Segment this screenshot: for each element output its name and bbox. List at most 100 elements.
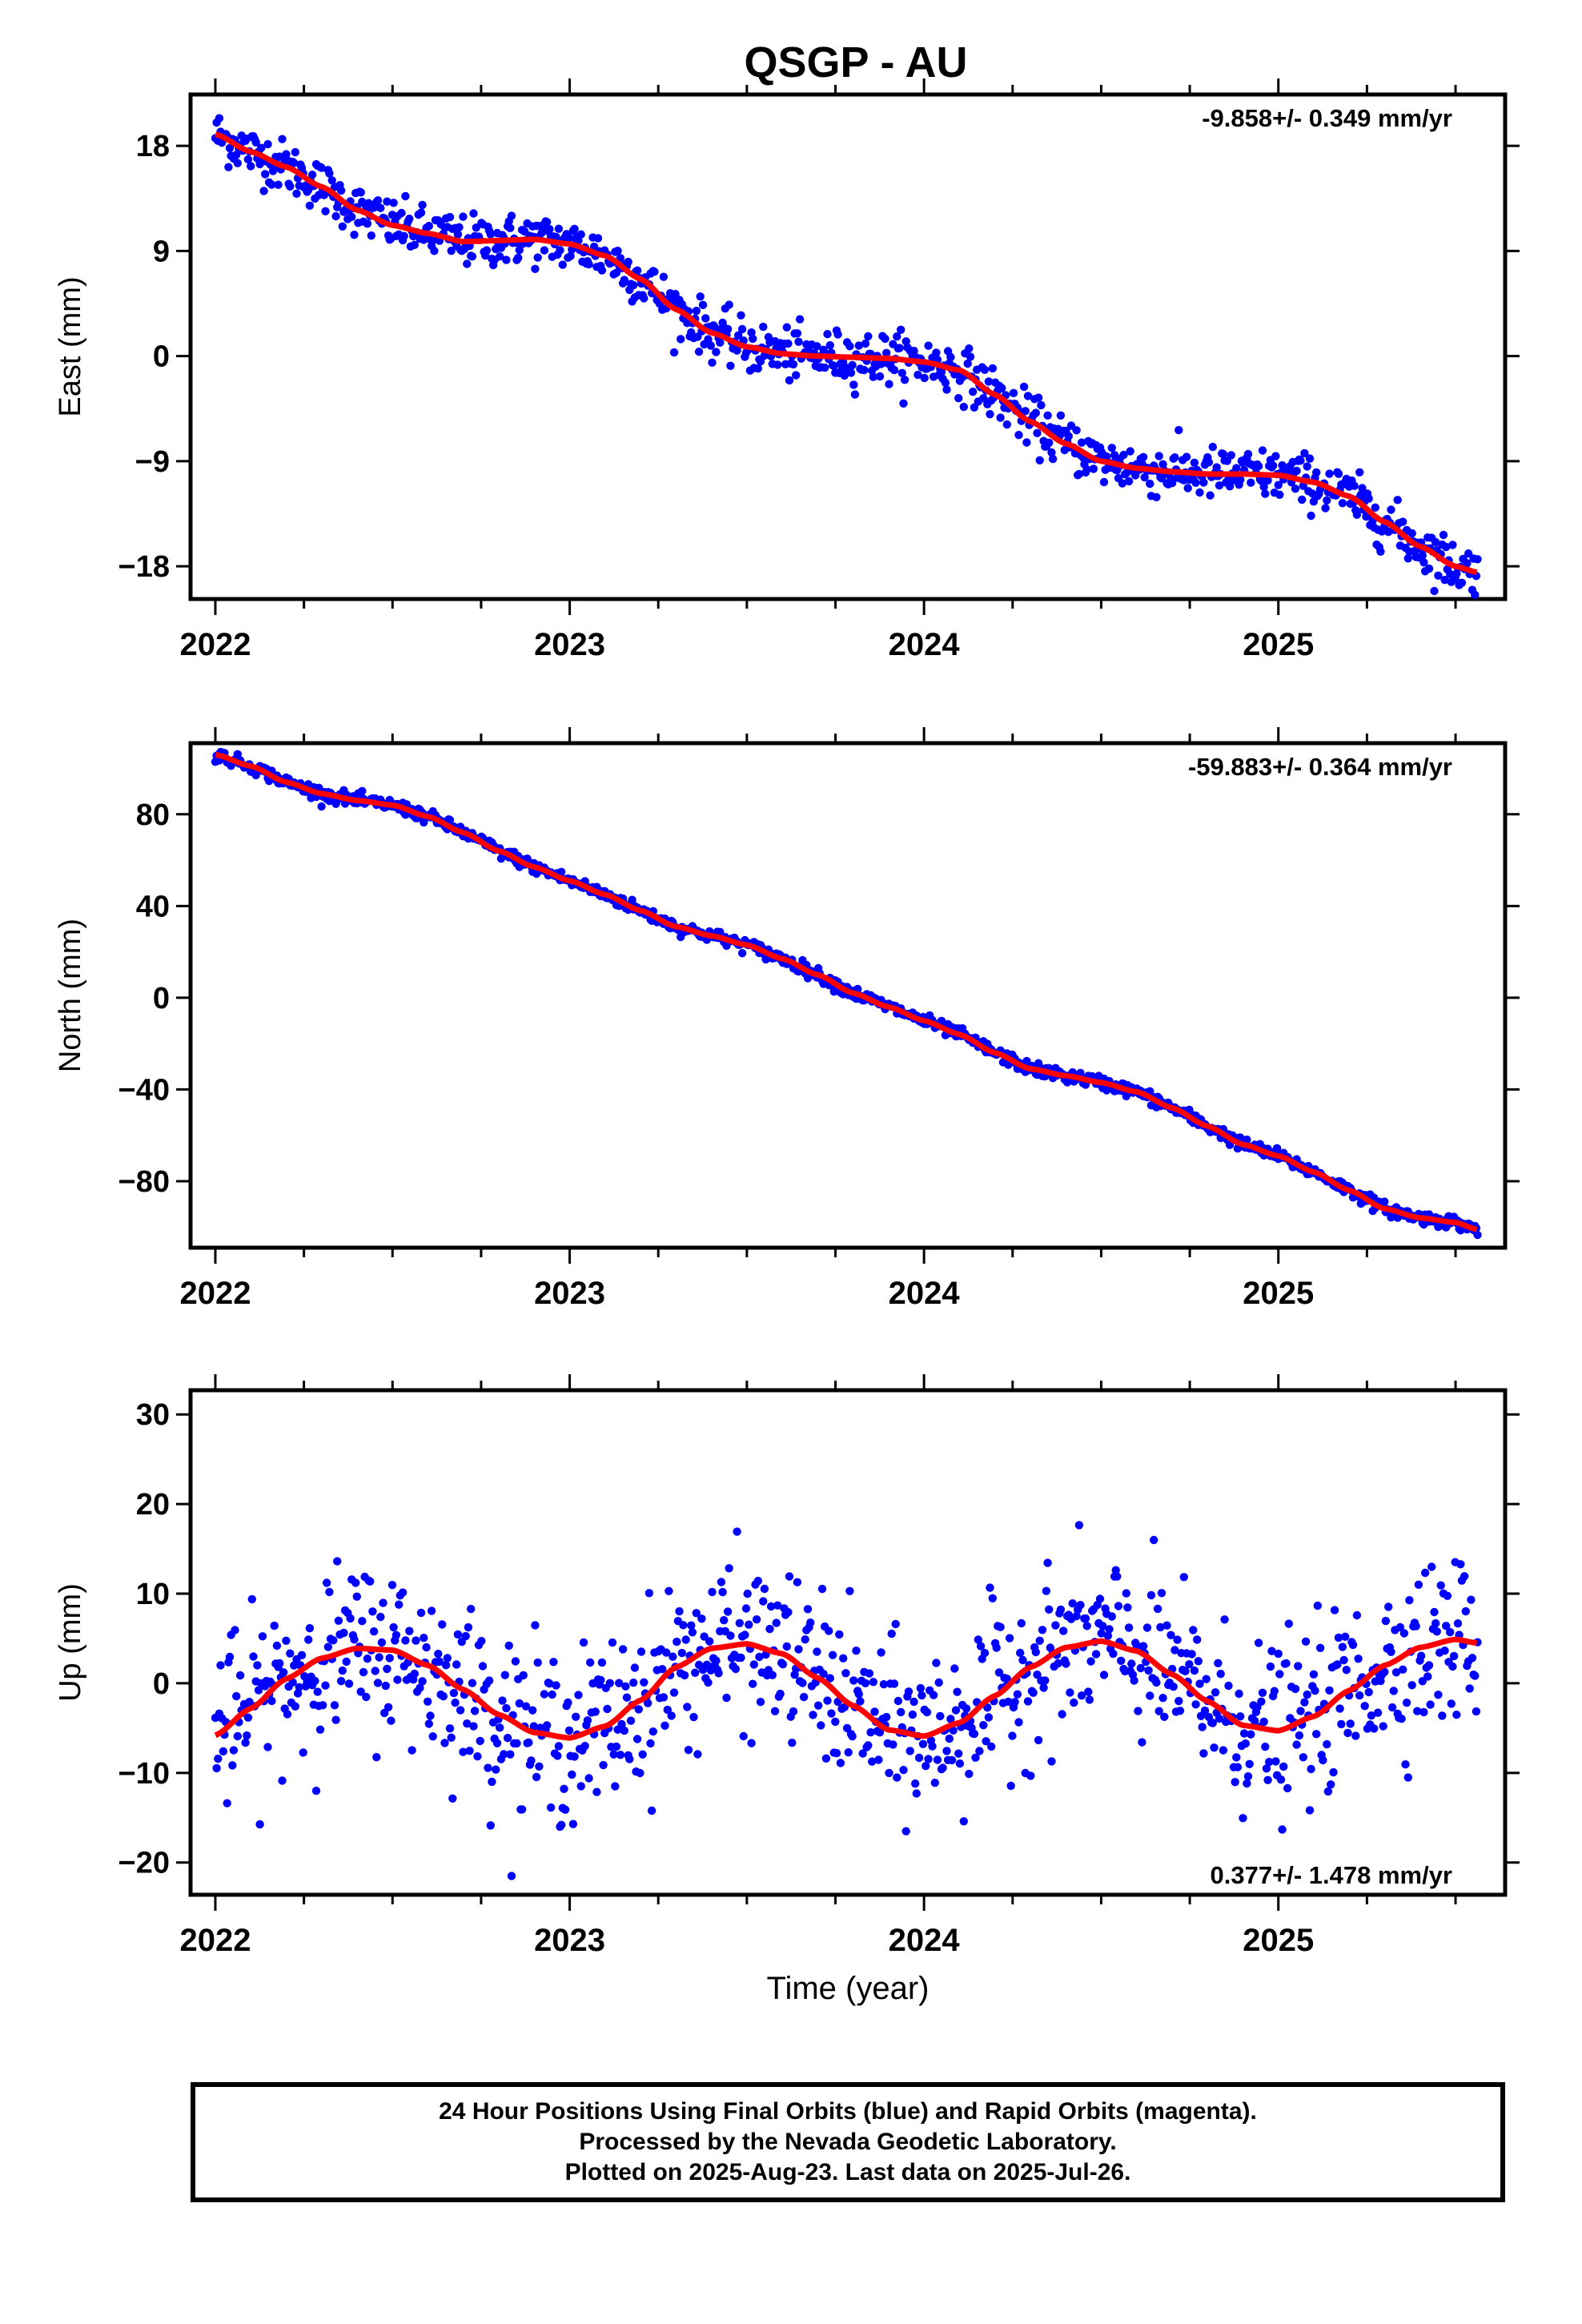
data-point [741, 1604, 751, 1613]
data-point [759, 1597, 768, 1606]
data-point [723, 1607, 733, 1616]
data-point [856, 1697, 865, 1706]
data-point [603, 1704, 612, 1714]
data-point [1225, 482, 1235, 491]
data-point [848, 1732, 857, 1741]
data-point [965, 1769, 974, 1779]
data-point [609, 1750, 618, 1759]
data-point [1467, 1595, 1476, 1604]
data-point [835, 1630, 844, 1639]
data-point [1245, 1759, 1254, 1768]
data-point [1439, 530, 1448, 540]
data-point [580, 1742, 589, 1751]
data-point [545, 1679, 554, 1688]
rate-annotation: -59.883+/- 0.364 mm/yr [1188, 753, 1452, 781]
data-point [1054, 1659, 1062, 1668]
data-point [792, 371, 801, 380]
data-point [1334, 469, 1343, 478]
data-point [891, 1619, 900, 1629]
data-point [680, 1671, 689, 1680]
data-point [1355, 1691, 1364, 1700]
data-point [1405, 1596, 1414, 1605]
data-point [1099, 477, 1109, 487]
data-point [799, 1692, 809, 1702]
data-point [1016, 1648, 1025, 1658]
data-point [524, 1738, 533, 1747]
data-point [288, 1678, 297, 1687]
data-point [1127, 1659, 1136, 1668]
data-point [1268, 461, 1278, 470]
data-point [881, 334, 889, 344]
data-point [1468, 1654, 1477, 1663]
data-point [512, 1739, 521, 1748]
data-point [1298, 495, 1307, 505]
data-point [809, 1711, 817, 1719]
data-point [749, 334, 757, 344]
data-point [1401, 1760, 1410, 1769]
data-point [650, 267, 659, 276]
data-point [701, 314, 710, 323]
data-point [963, 359, 972, 368]
data-point [1461, 1606, 1471, 1616]
data-point [1058, 1710, 1066, 1719]
data-point [1335, 1704, 1344, 1713]
data-point [397, 208, 406, 218]
data-point [223, 1799, 231, 1807]
data-point [1292, 1740, 1301, 1749]
data-point [1091, 1650, 1101, 1659]
data-point [592, 1787, 601, 1796]
data-point [1183, 484, 1192, 493]
data-point [979, 394, 988, 403]
data-point [955, 1759, 965, 1768]
data-point [228, 1761, 237, 1770]
data-point [338, 222, 347, 231]
data-point [929, 1691, 938, 1699]
data-point [1122, 1589, 1131, 1598]
data-point [456, 1706, 465, 1715]
data-point [549, 1658, 558, 1667]
data-point [506, 223, 515, 232]
data-point [1034, 1735, 1043, 1745]
data-point [424, 1719, 433, 1728]
data-point [517, 1805, 527, 1814]
data-point [737, 324, 747, 334]
data-point [418, 1677, 427, 1686]
data-point [629, 280, 638, 290]
data-point [453, 230, 463, 239]
data-point [725, 300, 733, 309]
data-point [416, 208, 426, 217]
data-point [572, 1712, 580, 1721]
data-point [1138, 1642, 1148, 1651]
data-point [996, 1622, 1005, 1631]
data-point [1303, 1690, 1311, 1699]
data-point [636, 1647, 646, 1656]
data-point [351, 1578, 360, 1587]
data-point [243, 1713, 253, 1722]
data-point [621, 1682, 630, 1691]
data-point [1261, 1743, 1270, 1751]
data-point [1301, 1637, 1311, 1646]
data-point [1325, 469, 1334, 478]
data-point [1173, 1635, 1182, 1644]
data-point [904, 1687, 913, 1696]
data-point [1295, 1731, 1304, 1740]
data-point [608, 1638, 617, 1647]
data-point [1191, 1700, 1200, 1709]
y-axis-label: East (mm) [54, 276, 87, 416]
data-point [1045, 438, 1054, 448]
data-point [1152, 1678, 1161, 1687]
data-point [854, 341, 864, 350]
data-point [507, 211, 516, 220]
data-point [1367, 1711, 1376, 1720]
data-point [323, 1642, 332, 1651]
x-tick-label: 2024 [889, 1276, 961, 1311]
data-point [897, 368, 907, 377]
data-point [1424, 1661, 1434, 1670]
data-point [768, 1671, 777, 1679]
data-point [591, 1707, 600, 1716]
data-point [947, 1755, 957, 1765]
y-tick-label: 18 [136, 130, 170, 163]
data-point [1045, 1605, 1054, 1614]
data-point [1397, 1715, 1406, 1723]
data-point [502, 1703, 511, 1713]
